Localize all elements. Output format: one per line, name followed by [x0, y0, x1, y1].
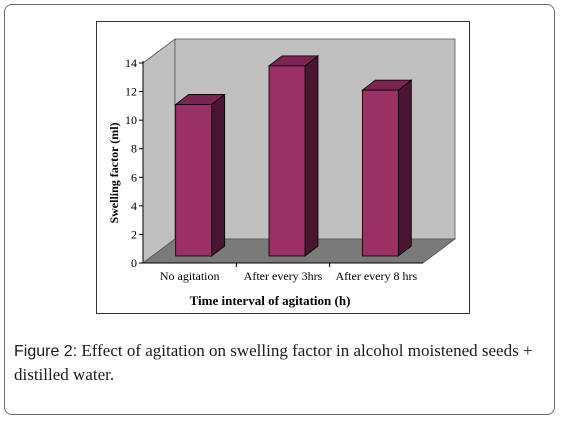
y-tick-label: 14: [125, 56, 137, 70]
x-ticks: No agitation After every 3hrs After every …: [160, 263, 418, 283]
y-tick-label: 8: [131, 142, 137, 156]
y-tick-label: 12: [125, 85, 137, 99]
chart-back-wall: [142, 38, 176, 264]
y-tick-label: 4: [131, 199, 137, 213]
x-tick-label: After every 3hrs: [244, 269, 323, 283]
bar: [175, 104, 213, 257]
bar-side: [211, 93, 226, 257]
y-tick-label: 6: [131, 170, 137, 184]
figure-caption: Figure 2: Effect of agitation on swellin…: [14, 339, 554, 386]
y-tick-label: 0: [131, 256, 137, 270]
x-tick-label: After every 8 hrs: [336, 269, 418, 283]
bar-side: [304, 55, 319, 257]
y-axis-label: Swelling factor (ml): [107, 122, 121, 223]
bar-side: [397, 79, 412, 257]
caption-label: Figure 2:: [14, 343, 78, 360]
bar: [268, 65, 306, 257]
y-tick-label: 10: [125, 113, 137, 127]
caption-text: Effect of agitation on swelling factor i…: [14, 341, 533, 384]
x-tick-label: No agitation: [160, 269, 220, 283]
bar: [361, 89, 399, 257]
y-ticks: 0 2 4 6 8 10 12 14: [125, 56, 143, 270]
y-tick-label: 2: [131, 227, 137, 241]
bars: [174, 55, 413, 257]
x-axis-label: Time interval of agitation (h): [190, 293, 351, 308]
